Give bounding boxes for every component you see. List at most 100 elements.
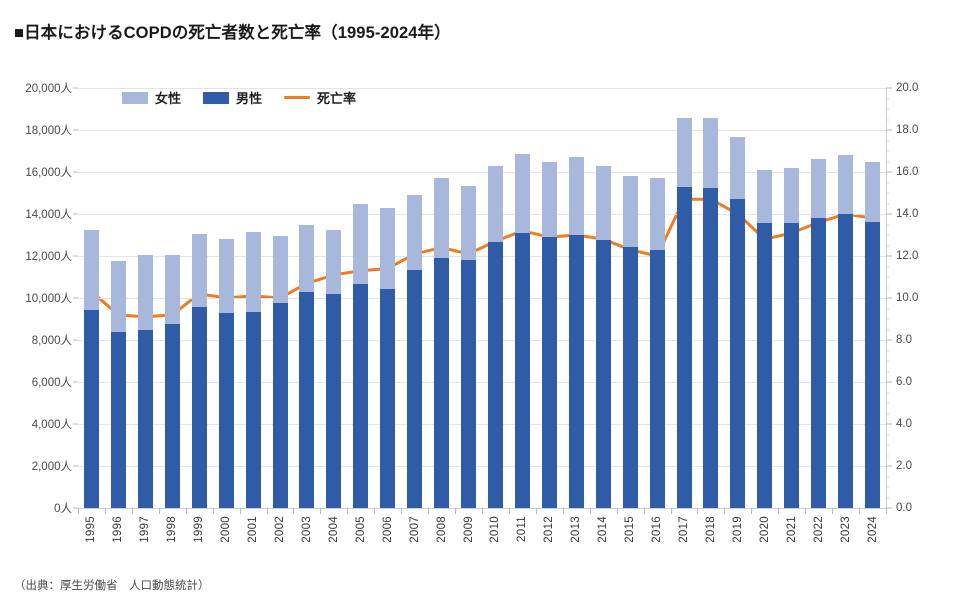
bar-segment-male[interactable] (487, 242, 503, 508)
bar-segment-male[interactable] (730, 199, 746, 508)
bar-segment-female[interactable] (380, 207, 396, 289)
bar-stack[interactable] (595, 165, 611, 508)
bar-segment-female[interactable] (838, 155, 854, 214)
bar-segment-female[interactable] (514, 154, 530, 233)
bar-segment-male[interactable] (380, 288, 396, 508)
bar-segment-female[interactable] (784, 167, 800, 224)
bar-segment-male[interactable] (110, 331, 126, 508)
bar-segment-male[interactable] (541, 237, 557, 508)
bar-stack[interactable] (218, 239, 234, 508)
bar-segment-male[interactable] (514, 232, 530, 508)
bar-segment-female[interactable] (191, 233, 207, 308)
bar-stack[interactable] (757, 169, 773, 508)
bar-segment-female[interactable] (541, 161, 557, 238)
bar-segment-female[interactable] (164, 254, 180, 325)
bar-segment-female[interactable] (622, 176, 638, 247)
bar-stack[interactable] (865, 161, 881, 508)
y-axis-right-tick-label: 10.0 (896, 292, 919, 304)
bar-segment-male[interactable] (353, 284, 369, 508)
bar-segment-male[interactable] (164, 324, 180, 508)
bar-segment-female[interactable] (110, 261, 126, 332)
bar-stack[interactable] (784, 167, 800, 508)
bar-stack[interactable] (514, 154, 530, 508)
bar-segment-female[interactable] (461, 185, 477, 261)
bar-segment-male[interactable] (568, 235, 584, 508)
bar-segment-male[interactable] (838, 214, 854, 508)
bar-stack[interactable] (730, 137, 746, 508)
gridline (78, 340, 886, 341)
bar-stack[interactable] (461, 185, 477, 508)
bar-stack[interactable] (272, 236, 288, 508)
bar-segment-male[interactable] (218, 312, 234, 508)
bar-segment-female[interactable] (83, 229, 99, 310)
bar-segment-female[interactable] (407, 195, 423, 270)
bar-stack[interactable] (838, 155, 854, 508)
bar-segment-female[interactable] (676, 118, 692, 187)
bar-stack[interactable] (568, 157, 584, 508)
bar-segment-male[interactable] (595, 240, 611, 508)
bar-segment-male[interactable] (245, 311, 261, 508)
bar-stack[interactable] (83, 229, 99, 508)
bar-segment-female[interactable] (272, 236, 288, 304)
bar-stack[interactable] (353, 203, 369, 508)
bar-segment-female[interactable] (326, 229, 342, 294)
bar-stack[interactable] (434, 178, 450, 508)
bar-stack[interactable] (649, 178, 665, 508)
bar-stack[interactable] (110, 261, 126, 508)
bar-segment-male[interactable] (272, 303, 288, 508)
bar-segment-male[interactable] (757, 223, 773, 508)
bar-segment-female[interactable] (865, 161, 881, 223)
bar-segment-male[interactable] (703, 187, 719, 508)
bar-segment-male[interactable] (191, 307, 207, 508)
bar-segment-female[interactable] (730, 137, 746, 200)
bar-stack[interactable] (326, 229, 342, 508)
bar-segment-male[interactable] (299, 291, 315, 508)
bar-segment-male[interactable] (622, 246, 638, 508)
bar-segment-female[interactable] (299, 224, 315, 292)
bar-segment-male[interactable] (865, 222, 881, 508)
bar-segment-female[interactable] (703, 118, 719, 188)
x-axis-tick-mark (589, 508, 591, 514)
bar-segment-male[interactable] (784, 223, 800, 508)
legend-item[interactable]: 女性 (122, 88, 181, 107)
bar-stack[interactable] (541, 161, 557, 508)
rate-line[interactable] (89, 197, 875, 319)
bar-segment-female[interactable] (757, 169, 773, 224)
bar-segment-female[interactable] (811, 159, 827, 219)
bar-segment-female[interactable] (137, 254, 153, 330)
bar-segment-female[interactable] (568, 157, 584, 235)
bar-stack[interactable] (245, 231, 261, 508)
bar-stack[interactable] (164, 254, 180, 508)
bar-segment-female[interactable] (595, 165, 611, 241)
bar-segment-female[interactable] (245, 231, 261, 312)
bar-segment-male[interactable] (83, 309, 99, 508)
x-axis-tick-label: 2014 (597, 516, 610, 543)
bar-segment-male[interactable] (326, 293, 342, 508)
bar-segment-male[interactable] (461, 260, 477, 508)
bar-segment-male[interactable] (649, 249, 665, 508)
bar-stack[interactable] (487, 165, 503, 508)
bar-segment-male[interactable] (407, 269, 423, 508)
bar-stack[interactable] (703, 118, 719, 508)
bar-segment-female[interactable] (353, 203, 369, 285)
bar-stack[interactable] (407, 195, 423, 508)
bar-segment-male[interactable] (811, 218, 827, 508)
bar-stack[interactable] (622, 176, 638, 508)
bar-stack[interactable] (191, 233, 207, 508)
bar-segment-female[interactable] (218, 239, 234, 313)
bar-segment-female[interactable] (649, 178, 665, 250)
bar-stack[interactable] (137, 254, 153, 508)
bar-segment-female[interactable] (487, 165, 503, 243)
legend-item[interactable]: 男性 (203, 88, 262, 107)
bar-stack[interactable] (380, 207, 396, 508)
y-axis-right-tick-label: 2.0 (896, 460, 912, 472)
bar-segment-female[interactable] (434, 178, 450, 259)
bar-segment-male[interactable] (137, 329, 153, 508)
bar-segment-male[interactable] (676, 186, 692, 508)
legend-item[interactable]: 死亡率 (284, 88, 356, 107)
bar-segment-male[interactable] (434, 258, 450, 508)
y-axis-left-tick-mark (73, 129, 78, 131)
bar-stack[interactable] (811, 159, 827, 508)
bar-stack[interactable] (676, 118, 692, 508)
bar-stack[interactable] (299, 224, 315, 508)
